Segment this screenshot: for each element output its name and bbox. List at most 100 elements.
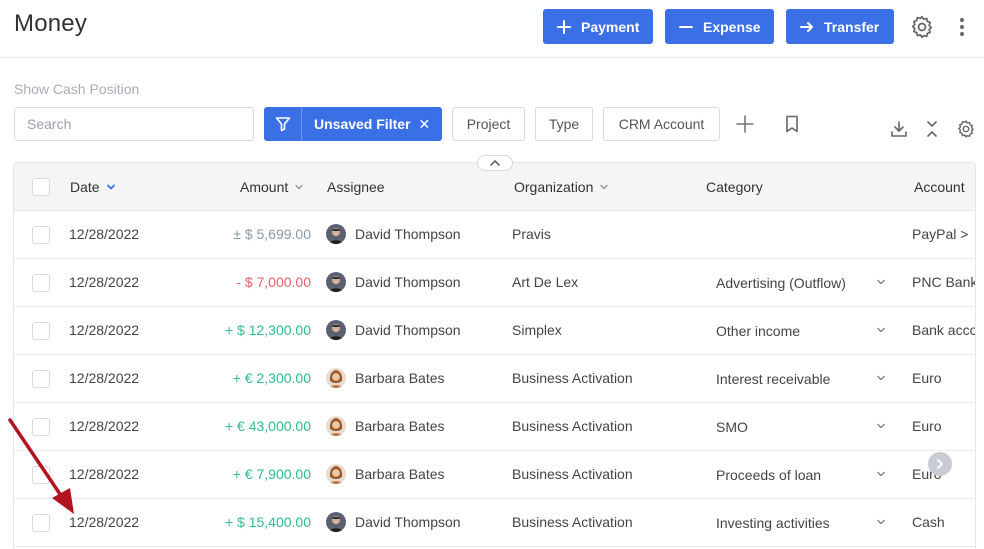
active-filter-label: Unsaved Filter [314, 116, 411, 132]
row-organization[interactable]: Pravis [512, 226, 551, 242]
page-title: Money [14, 10, 88, 37]
expense-button-label: Expense [703, 18, 761, 35]
column-amount[interactable]: Amount [240, 179, 304, 195]
chevron-down-icon[interactable] [876, 277, 886, 287]
avatar [326, 464, 346, 484]
row-category[interactable]: Advertising (Outflow) [716, 275, 846, 291]
column-amount-label: Amount [240, 179, 289, 195]
column-account[interactable]: Account [914, 179, 965, 195]
type-filter-chip[interactable]: Type [535, 107, 593, 141]
row-category[interactable]: Investing activities [716, 515, 830, 531]
gear-icon[interactable] [909, 14, 935, 40]
row-date: 12/28/2022 [69, 514, 140, 530]
row-checkbox[interactable] [32, 322, 50, 340]
avatar [326, 320, 346, 340]
row-account[interactable]: PayPal > [912, 226, 969, 242]
row-checkbox[interactable] [32, 370, 50, 388]
plus-icon [557, 19, 571, 34]
row-organization[interactable]: Business Activation [512, 514, 633, 530]
column-assignee[interactable]: Assignee [327, 179, 385, 195]
row-assignee[interactable]: Barbara Bates [355, 418, 445, 434]
table-settings-icon[interactable] [956, 119, 976, 139]
row-amount: + $ 15,400.00 [224, 514, 311, 530]
project-filter-chip[interactable]: Project [452, 107, 525, 141]
payment-button-label: Payment [581, 18, 640, 35]
row-category[interactable]: Other income [716, 323, 801, 339]
row-organization[interactable]: Simplex [512, 322, 562, 338]
add-expense-button[interactable]: Expense [665, 9, 774, 44]
row-category[interactable]: Interest receivable [716, 371, 831, 387]
table-row[interactable]: 12/28/2022 + $ 15,400.00 David Thompson Bus… [14, 499, 975, 547]
filter-icon[interactable] [264, 107, 302, 141]
row-date: 12/28/2022 [69, 274, 140, 290]
minus-icon [679, 20, 693, 34]
avatar [326, 512, 346, 532]
collapse-toolbar-toggle[interactable] [477, 155, 513, 171]
row-assignee[interactable]: David Thompson [355, 226, 461, 242]
row-amount: ± $ 5,699.00 [233, 226, 311, 242]
row-checkbox[interactable] [32, 466, 50, 484]
row-date: 12/28/2022 [69, 418, 140, 434]
bookmark-icon[interactable] [784, 115, 800, 133]
chevron-down-icon[interactable] [876, 469, 886, 479]
row-assignee[interactable]: David Thompson [355, 322, 461, 338]
row-amount: - $ 7,000.00 [236, 274, 311, 290]
scroll-right-button[interactable] [928, 452, 952, 476]
table-row[interactable]: 12/28/2022 - $ 7,000.00 David Thompson Art … [14, 259, 976, 307]
table-row[interactable]: 12/28/2022 + $ 12,300.00 David Thompson Sim… [14, 307, 975, 355]
table-row[interactable]: 12/28/2022 + € 43,000.00 Barbara Bates Busi… [14, 403, 975, 451]
chevron-right-icon [937, 459, 943, 469]
avatar [326, 368, 346, 388]
add-payment-button[interactable]: Payment [543, 9, 653, 44]
add-transfer-button[interactable]: Transfer [786, 9, 894, 44]
active-filter-chip[interactable]: Unsaved Filter ✕ [264, 107, 442, 141]
row-account[interactable]: Cash [912, 514, 945, 530]
row-account[interactable]: PNC Bank [912, 274, 976, 290]
row-account[interactable]: Euro [912, 418, 942, 434]
row-organization[interactable]: Business Activation [512, 466, 633, 482]
more-vertical-icon[interactable] [955, 16, 969, 38]
row-assignee[interactable]: Barbara Bates [355, 466, 445, 482]
table-row[interactable]: 12/28/2022 + € 7,900.00 Barbara Bates Busin… [14, 451, 975, 499]
download-icon[interactable] [889, 119, 909, 139]
row-checkbox[interactable] [32, 226, 50, 244]
add-filter-icon[interactable] [735, 114, 755, 134]
row-checkbox[interactable] [32, 274, 50, 292]
top-bar: Money Payment Expense Transfer [0, 0, 984, 58]
row-account[interactable]: Euro [912, 370, 942, 386]
column-category-label: Category [706, 179, 763, 195]
chevron-down-icon[interactable] [876, 325, 886, 335]
row-organization[interactable]: Business Activation [512, 370, 633, 386]
table-row[interactable]: 12/28/2022 + € 2,300.00 Barbara Bates Busin… [14, 355, 975, 403]
row-checkbox[interactable] [32, 514, 50, 532]
row-organization[interactable]: Business Activation [512, 418, 633, 434]
select-all-checkbox[interactable] [32, 178, 50, 196]
row-organization[interactable]: Art De Lex [512, 274, 579, 290]
sort-desc-icon [106, 184, 115, 190]
column-organization[interactable]: Organization [514, 179, 609, 195]
row-category[interactable]: SMO [716, 419, 748, 435]
row-assignee[interactable]: David Thompson [355, 514, 461, 530]
search-input[interactable] [14, 107, 254, 141]
show-cash-position-link[interactable]: Show Cash Position [14, 81, 140, 97]
column-category[interactable]: Category [706, 179, 763, 195]
table-header: Date Amount Assignee Organization Catego… [14, 163, 975, 211]
row-checkbox[interactable] [32, 418, 50, 436]
row-account[interactable]: Bank account [912, 322, 975, 338]
column-date-label: Date [70, 179, 100, 195]
row-assignee[interactable]: David Thompson [355, 274, 461, 290]
chevron-down-icon[interactable] [876, 421, 886, 431]
close-icon[interactable]: ✕ [418, 115, 431, 132]
collapse-rows-icon[interactable] [924, 119, 940, 139]
chevron-down-icon[interactable] [876, 517, 886, 527]
table-row[interactable]: 12/28/2022 ± $ 5,699.00 David Thompson Prav… [14, 211, 975, 259]
row-assignee[interactable]: Barbara Bates [355, 370, 445, 386]
row-category[interactable]: Proceeds of loan [716, 467, 822, 483]
row-amount: + $ 12,300.00 [224, 322, 311, 338]
crm-account-filter-chip[interactable]: CRM Account [603, 107, 720, 141]
row-date: 12/28/2022 [69, 370, 140, 386]
chevron-down-icon[interactable] [876, 373, 886, 383]
column-date[interactable]: Date [70, 179, 116, 195]
row-amount: + € 43,000.00 [224, 418, 311, 434]
row-amount: + € 2,300.00 [232, 370, 311, 386]
